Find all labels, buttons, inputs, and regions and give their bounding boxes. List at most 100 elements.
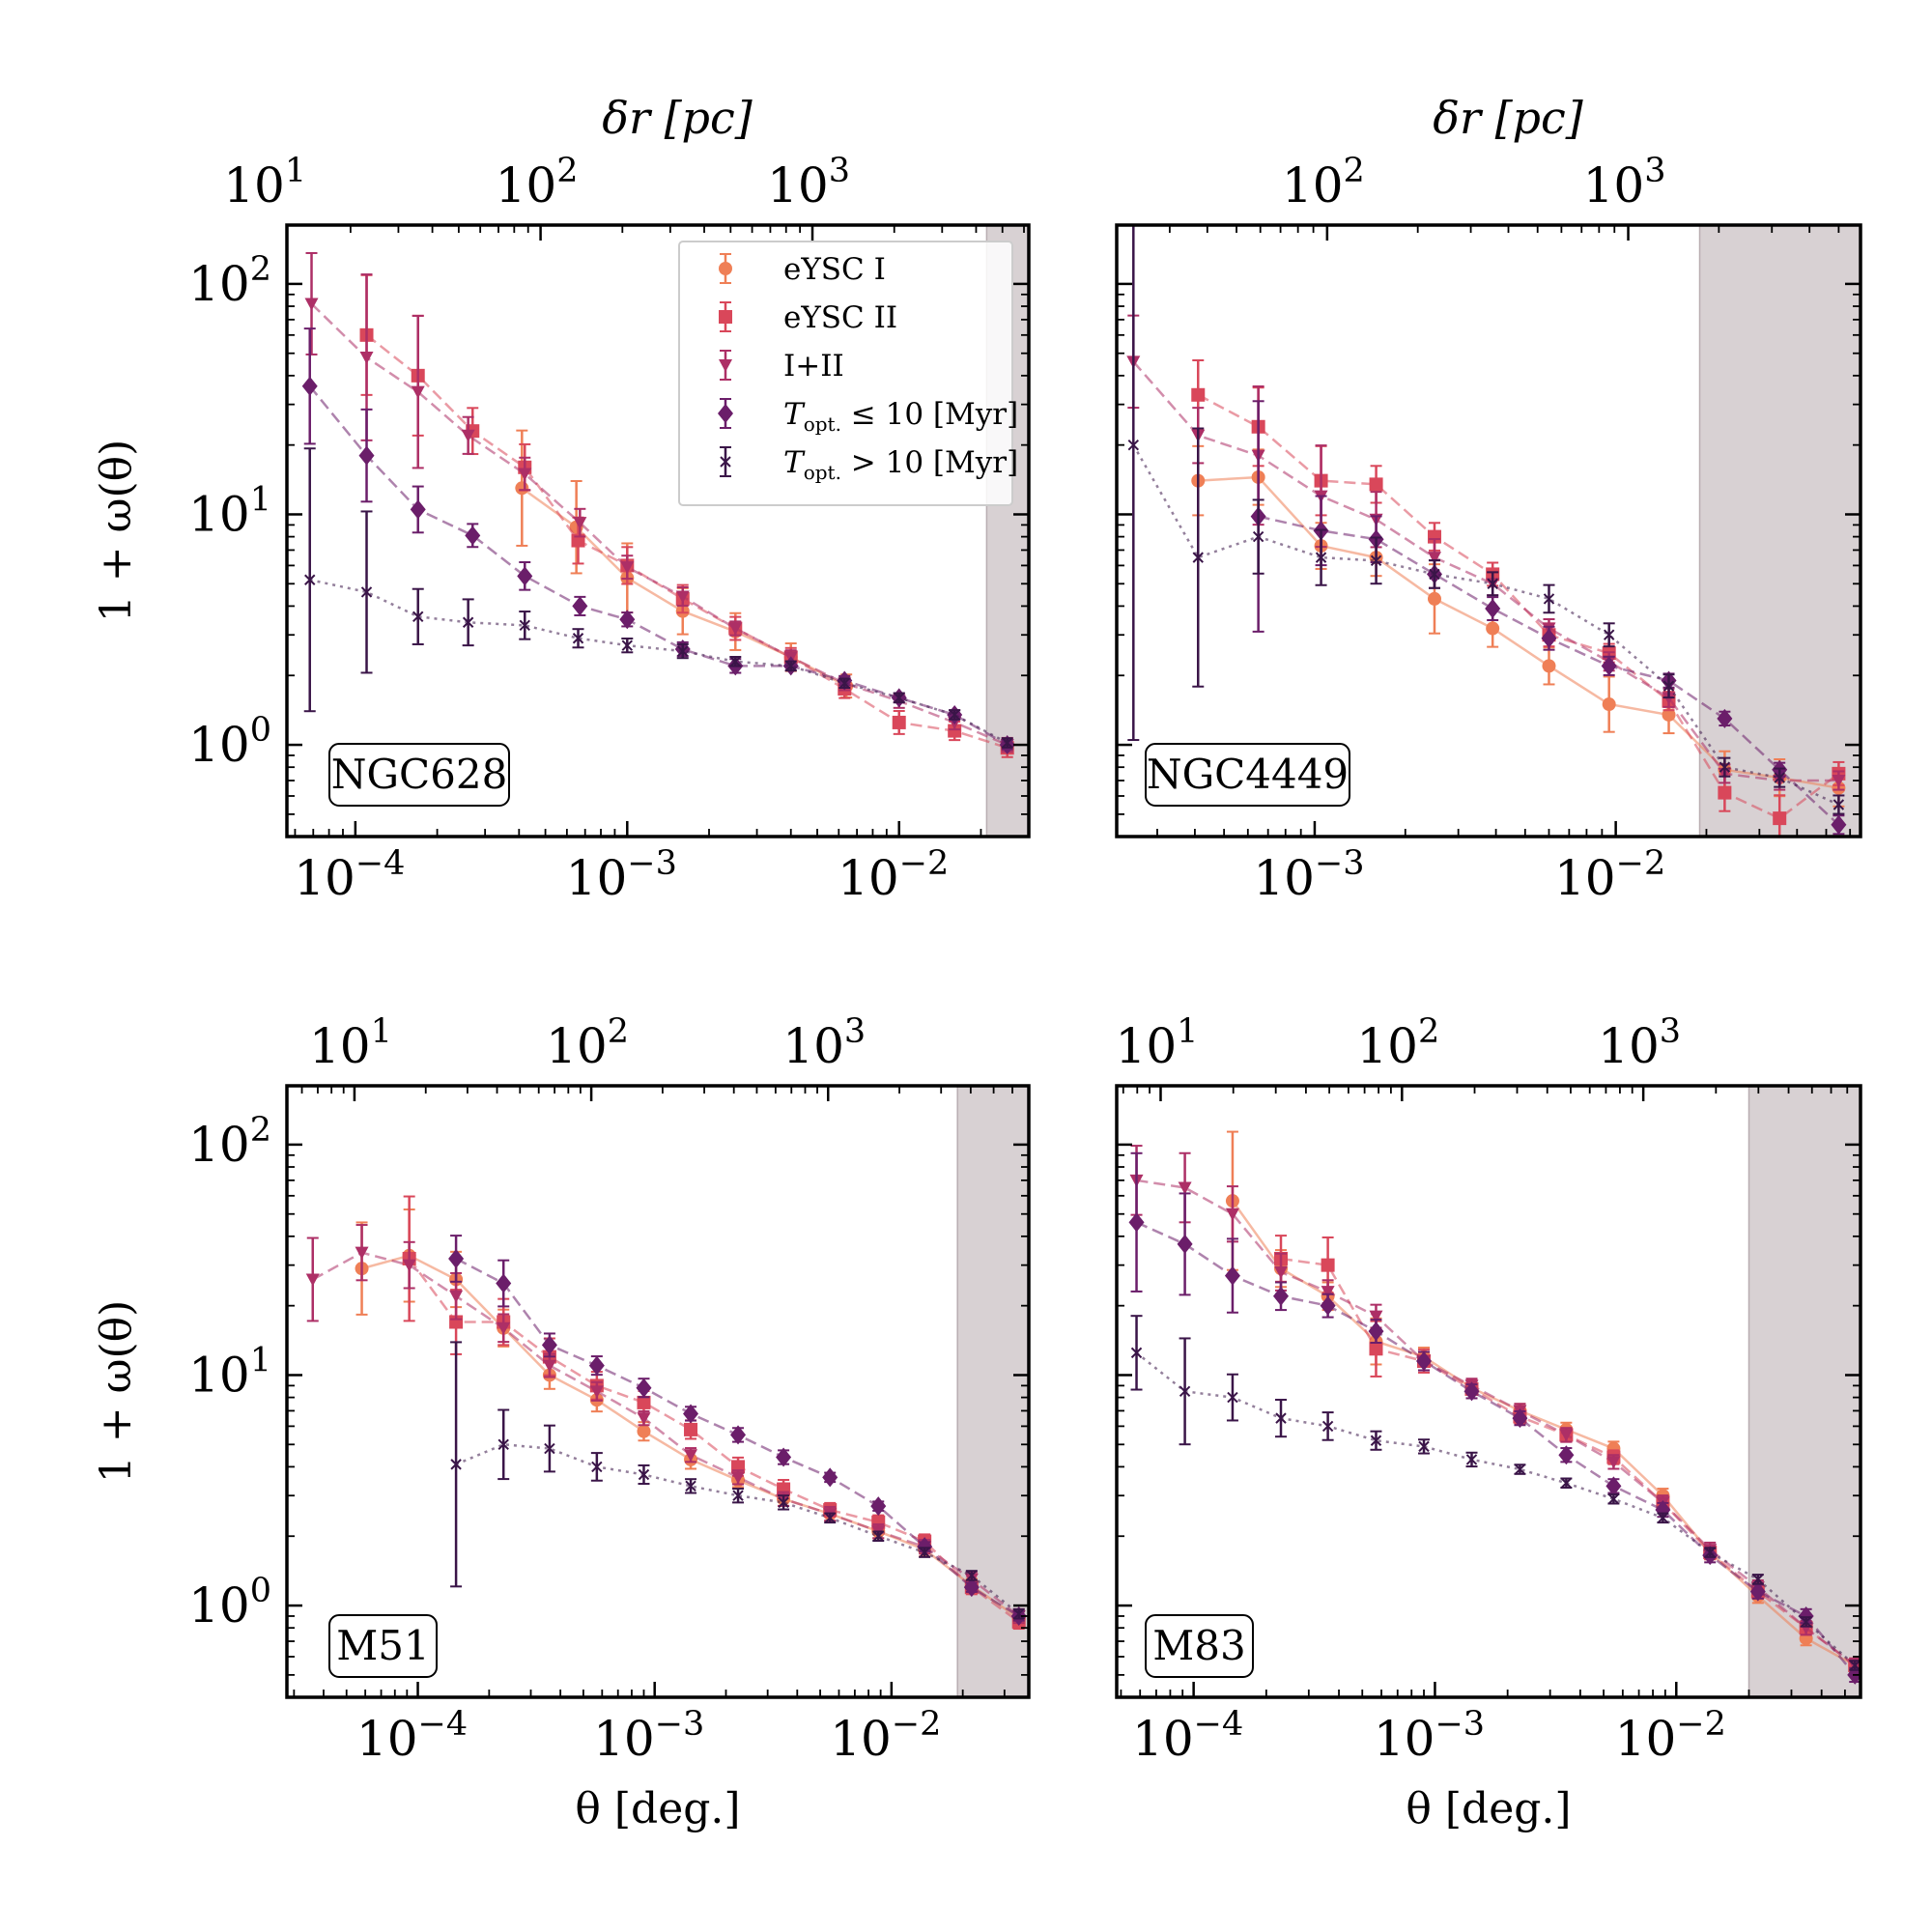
- series-line-i_ii: [312, 1251, 1020, 1617]
- data-point-i_ii: [637, 1412, 651, 1426]
- series-eysc2: [402, 1195, 1026, 1631]
- y-tick-label: 100: [188, 1572, 271, 1634]
- data-point-eysc1: [515, 481, 529, 496]
- data-point-old: [919, 1547, 930, 1558]
- marker-stroke: [838, 677, 850, 690]
- legend-label: Topt. ≤ 10 [Myr]: [783, 397, 1018, 436]
- data-point-i_ii: [1559, 1429, 1574, 1442]
- marker-stroke: [1833, 799, 1845, 810]
- top-tick-label: 101: [1116, 1012, 1199, 1074]
- data-point-i_ii: [1369, 1310, 1383, 1323]
- galaxy-name: NGC4449: [1147, 751, 1349, 798]
- galaxy-label-box: [1145, 1614, 1254, 1678]
- marker-stroke: [519, 619, 530, 632]
- data-point-i_ii: [573, 517, 587, 530]
- data-point-young: [1558, 1445, 1575, 1465]
- ticks: [287, 1086, 1030, 1698]
- data-point-old: [1752, 1574, 1764, 1585]
- top-axis-title: δr [pc]: [1433, 92, 1582, 144]
- data-point-i_ii: [411, 385, 425, 399]
- panel-ngc628: 10−4 10−3 10−2 100 101 102 101 102 103 δr [pc] 1 +…: [92, 92, 1031, 906]
- marker-stroke: [1849, 1660, 1861, 1671]
- data-point-i_ii: [684, 1449, 698, 1463]
- top-tick-label: 102: [1282, 152, 1365, 213]
- data-point-young: [1224, 1265, 1240, 1286]
- marker-stroke: [1662, 680, 1675, 692]
- data-point-i_ii: [359, 351, 374, 364]
- data-point-young: [1605, 1476, 1622, 1496]
- data-point-i_ii: [1606, 1456, 1621, 1469]
- marker-stroke: [1275, 1412, 1287, 1424]
- data-point-eysc2: [1191, 387, 1206, 402]
- marker-stroke: [894, 692, 905, 704]
- marker-stroke: [949, 709, 960, 721]
- data-point-old: [621, 639, 634, 651]
- data-point-old: [966, 1570, 978, 1581]
- data-point-old: [1192, 552, 1204, 563]
- data-point-i_ii: [305, 1273, 320, 1287]
- marker-stroke: [1487, 578, 1498, 590]
- top-tick-label: 102: [546, 1012, 629, 1074]
- data-point-old: [1315, 552, 1327, 563]
- y-axis-label: 1 + ω(θ): [92, 440, 141, 623]
- data-point-old: [360, 586, 373, 598]
- shaded-region: [1747, 1085, 1861, 1698]
- data-point-young: [410, 499, 426, 520]
- data-point-young: [636, 1378, 652, 1398]
- marker-stroke: [1315, 552, 1327, 563]
- data-layer: [1128, 1130, 1861, 1685]
- marker-stroke: [591, 1461, 603, 1473]
- marker-stroke: [966, 1570, 978, 1581]
- marker-stroke: [412, 611, 424, 623]
- marker-stroke: [1370, 1435, 1382, 1446]
- marker-stroke: [1800, 1616, 1812, 1628]
- top-tick-label: 102: [1356, 1012, 1439, 1074]
- data-point-old: [497, 1438, 509, 1451]
- marker-stroke: [1465, 1454, 1478, 1465]
- galaxy-label: M83: [1145, 1614, 1254, 1678]
- marker-stroke: [572, 633, 584, 644]
- legend-item-eysc2: eYSC II: [719, 300, 897, 335]
- series-line-eysc2: [408, 1258, 1020, 1623]
- data-point-old: [1800, 1616, 1812, 1628]
- data-point-old: [1370, 1435, 1382, 1446]
- data-point-old: [519, 619, 530, 632]
- data-point-i_ii: [304, 298, 319, 311]
- x-tick-label: 10−2: [1554, 844, 1665, 906]
- marker-stroke: [732, 1490, 744, 1501]
- x-axis-label: θ [deg.]: [575, 1784, 740, 1833]
- data-point-old: [1657, 1512, 1669, 1524]
- data-point-old: [677, 645, 689, 657]
- data-point-i_ii: [728, 622, 743, 636]
- data-point-eysc2: [1369, 1342, 1383, 1356]
- series-young: [448, 1235, 1027, 1626]
- marker-stroke: [729, 656, 741, 668]
- x-axis-label: θ [deg.]: [1406, 1784, 1571, 1833]
- marker-stroke: [824, 1512, 836, 1524]
- legend: eYSC I eYSC II I+II Topt. ≤ 10 [Myr] Topt. >…: [678, 241, 1018, 506]
- marker-stroke: [1013, 1607, 1025, 1620]
- marker-stroke: [1514, 1463, 1526, 1475]
- plot-frame: [285, 1084, 1031, 1699]
- legend-item-i_ii: I+II: [719, 349, 844, 384]
- ticks: [1117, 1086, 1861, 1698]
- data-point-old: [1719, 761, 1731, 773]
- series-line-i_ii: [310, 302, 1009, 747]
- data-point-i_ii: [542, 1359, 556, 1373]
- shaded-region: [956, 1085, 1030, 1698]
- marker-stroke: [1560, 1477, 1573, 1489]
- series-line-i_ii: [1136, 1179, 1856, 1666]
- data-point-young: [730, 1425, 747, 1445]
- y-axis-label: 1 + ω(θ): [92, 1300, 141, 1484]
- marker-stroke: [1752, 1574, 1764, 1585]
- data-point-young: [1831, 814, 1847, 835]
- data-point-young: [1463, 1381, 1480, 1402]
- data-point-young: [1177, 1234, 1193, 1254]
- data-point-i_ii: [589, 1385, 604, 1399]
- data-point-old: [785, 660, 797, 672]
- data-point-old: [1603, 629, 1615, 640]
- legend-marker: [719, 359, 732, 372]
- data-point-eysc2: [1427, 529, 1441, 544]
- data-point-young: [1601, 656, 1617, 676]
